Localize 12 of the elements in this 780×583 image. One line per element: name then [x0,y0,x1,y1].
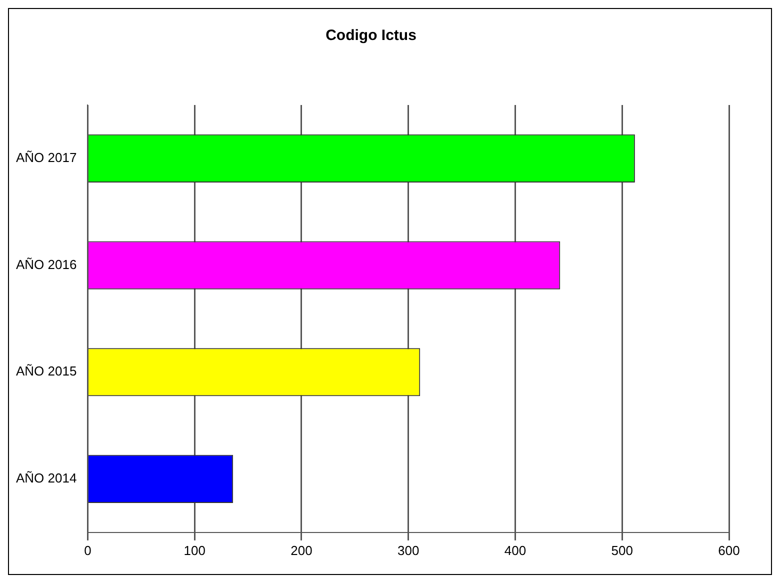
x-tick-label: 500 [611,542,633,558]
x-tick-label: 200 [290,542,312,558]
x-tick-label: 100 [184,542,206,558]
y-tick-label: AÑO 2015 [16,364,77,379]
y-tick-label: AÑO 2014 [16,470,77,486]
x-tick-label: 600 [718,542,740,558]
y-tick-label: AÑO 2016 [16,256,77,272]
chart-title: Codigo Ictus [326,27,416,44]
y-tick-label: AÑO 2017 [16,150,77,166]
x-tick-label: 400 [504,542,526,558]
x-tick-label: 0 [84,542,92,558]
x-tick-label: 300 [398,542,420,558]
